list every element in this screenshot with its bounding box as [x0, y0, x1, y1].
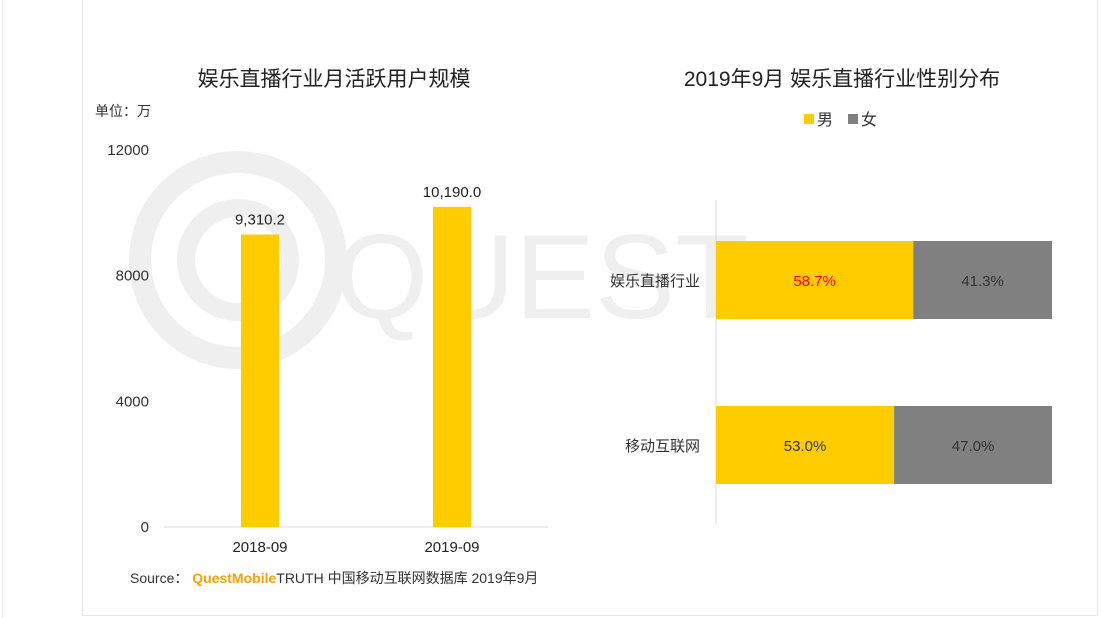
left-bar-value-label: 10,190.0: [423, 184, 481, 201]
right-bars: 娱乐直播行业 58.7% 41.3% 移动互联网 53.0% 47.0%: [610, 241, 1052, 484]
left-y-tick-label: 8000: [116, 268, 149, 285]
right-chart-title: 2019年9月 娱乐直播行业性别分布: [684, 68, 1000, 91]
left-x-tick-label: 2019-09: [424, 539, 479, 556]
right-bar-value-label: 58.7%: [793, 273, 836, 290]
watermark-text: QUEST: [335, 210, 748, 344]
page-edge: [2, 0, 3, 618]
right-legend: 男女: [804, 110, 877, 129]
left-bar-value-label: 9,310.2: [235, 212, 285, 229]
source-brand: QuestMobile: [192, 570, 277, 586]
right-bar-segment: [716, 241, 914, 319]
left-x-tick-label: 2018-09: [232, 539, 287, 556]
source-suffix: TRUTH 中国移动互联网数据库 2019年9月: [276, 570, 539, 586]
legend-label: 男: [817, 112, 833, 129]
right-bar-value-label: 53.0%: [784, 438, 827, 455]
right-bar-segment: [716, 406, 895, 484]
left-y-tick-label: 4000: [116, 393, 149, 410]
legend-label: 女: [861, 110, 877, 129]
watermark-ring-outer: [129, 151, 347, 369]
watermark-ring-inner: [177, 199, 299, 321]
chart-frame: [82, 0, 1098, 616]
right-category-label: 娱乐直播行业: [610, 273, 700, 290]
left-bars: 9,310.2 2018-09 10,190.0 2019-09: [232, 184, 481, 556]
right-category-label: 移动互联网: [625, 438, 700, 455]
left-y-tick-label: 12000: [107, 142, 149, 159]
left-y-tick-label: 0: [141, 519, 149, 536]
watermark: QUEST: [129, 151, 748, 369]
right-bar-segment: [894, 406, 1052, 484]
source-note: Source： QuestMobileTRUTH 中国移动互联网数据库 2019…: [130, 568, 538, 588]
left-chart-title: 娱乐直播行业月活跃用户规模: [198, 68, 471, 91]
source-prefix: Source：: [130, 570, 189, 586]
right-bar-value-label: 47.0%: [952, 438, 995, 455]
right-bar-segment: [913, 241, 1052, 319]
left-y-ticks: 0 4000 8000 12000: [107, 142, 149, 536]
left-bar: [241, 234, 279, 527]
legend-swatch: [848, 114, 858, 124]
left-chart-unit: 单位：万: [95, 103, 151, 119]
legend-swatch: [804, 114, 814, 124]
right-bar-value-label: 41.3%: [961, 273, 1004, 290]
left-bar: [433, 206, 471, 527]
